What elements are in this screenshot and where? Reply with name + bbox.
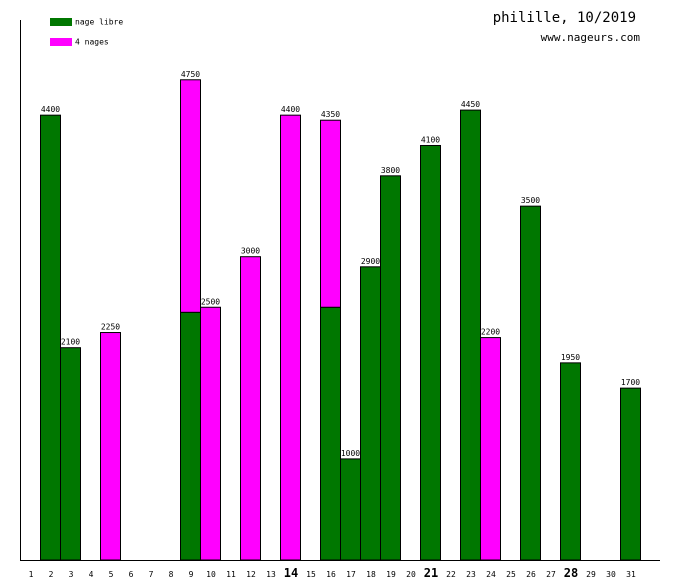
value-label: 2100	[61, 338, 80, 347]
legend-swatch	[50, 38, 72, 46]
bar-segment	[560, 362, 581, 561]
x-tick-label: 12	[246, 570, 256, 579]
x-tick-label: 14	[284, 566, 298, 580]
legend-label: 4 nages	[75, 38, 109, 47]
value-label: 4750	[181, 70, 200, 79]
bar-segment	[320, 306, 341, 561]
x-tick-label: 24	[486, 570, 496, 579]
value-label: 4350	[321, 110, 340, 119]
x-tick-label: 22	[446, 570, 456, 579]
value-label: 3500	[521, 196, 540, 205]
bar-segment	[380, 175, 401, 561]
x-tick-label: 20	[406, 570, 416, 579]
value-label: 4100	[421, 135, 440, 144]
bar-segment	[240, 256, 261, 561]
x-tick-label: 21	[424, 566, 438, 580]
x-tick-label: 25	[506, 570, 516, 579]
chart-subtitle: www.nageurs.com	[541, 31, 641, 44]
bar-segment	[620, 387, 641, 561]
x-tick-label: 19	[386, 570, 396, 579]
bar-segment	[60, 347, 81, 561]
legend-swatch	[50, 18, 72, 26]
x-tick-label: 27	[546, 570, 556, 579]
value-label: 2250	[101, 323, 120, 332]
value-label: 4400	[281, 105, 300, 114]
value-label: 3000	[241, 247, 260, 256]
bar-segment	[360, 266, 381, 561]
x-tick-label: 15	[306, 570, 316, 579]
x-tick-label: 28	[564, 566, 578, 580]
x-tick-label: 31	[626, 570, 636, 579]
x-tick-label: 5	[109, 570, 114, 579]
bar-segment	[280, 114, 301, 561]
x-tick-label: 3	[69, 570, 74, 579]
value-label: 4400	[41, 105, 60, 114]
x-tick-label: 29	[586, 570, 596, 579]
x-tick-label: 10	[206, 570, 216, 579]
x-tick-label: 13	[266, 570, 276, 579]
bar-segment	[340, 458, 361, 561]
bar-segment	[320, 119, 341, 308]
bar-segment	[100, 332, 121, 561]
bar-segment	[200, 306, 221, 561]
value-label: 1700	[621, 378, 640, 387]
chart-title: philille, 10/2019	[493, 10, 636, 26]
x-tick-label: 26	[526, 570, 536, 579]
value-label: 2200	[481, 328, 500, 337]
x-tick-label: 1	[29, 570, 34, 579]
bar-segment	[460, 109, 481, 561]
x-tick-label: 8	[169, 570, 174, 579]
value-label: 1000	[341, 449, 360, 458]
bar-segment	[180, 79, 201, 313]
bar-segment	[180, 311, 201, 561]
x-tick-label: 2	[49, 570, 54, 579]
bar-segment	[420, 144, 441, 561]
x-tick-label: 17	[346, 570, 356, 579]
x-tick-label: 7	[149, 570, 154, 579]
legend-label: nage libre	[75, 18, 123, 27]
x-tick-label: 9	[189, 570, 194, 579]
value-label: 1950	[561, 353, 580, 362]
x-tick-label: 16	[326, 570, 336, 579]
value-label: 3800	[381, 166, 400, 175]
x-tick-label: 6	[129, 570, 134, 579]
value-label: 2500	[201, 297, 220, 306]
bar-segment	[40, 114, 61, 561]
bar-segment	[520, 205, 541, 561]
x-tick-label: 18	[366, 570, 376, 579]
x-tick-label: 4	[89, 570, 94, 579]
x-tick-label: 11	[226, 570, 236, 579]
x-tick-label: 30	[606, 570, 616, 579]
bar-segment	[480, 337, 501, 561]
value-label: 2900	[361, 257, 380, 266]
x-tick-label: 23	[466, 570, 476, 579]
value-label: 4450	[461, 100, 480, 109]
